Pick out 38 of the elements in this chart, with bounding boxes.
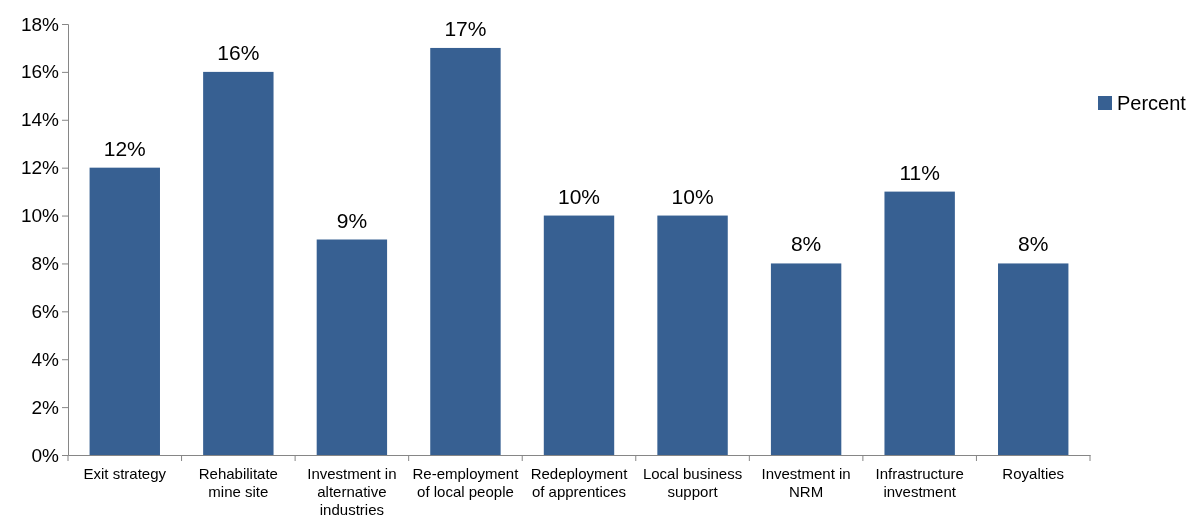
- bar: [543, 215, 615, 455]
- legend-label: Percent: [1117, 92, 1187, 114]
- bar: [770, 263, 842, 455]
- bar: [884, 191, 955, 455]
- data-label: 11%: [899, 160, 940, 184]
- data-label: 17%: [444, 16, 487, 40]
- data-label: 10%: [671, 184, 714, 208]
- x-tick-label: Royalties: [1002, 465, 1065, 482]
- bar: [89, 167, 160, 455]
- data-label: 16%: [217, 40, 260, 64]
- x-tick-label: Local business support: [642, 465, 743, 500]
- bar: [203, 71, 274, 455]
- data-label: 8%: [1018, 232, 1049, 256]
- x-tick-label: Rehabilitate mine site: [198, 465, 278, 500]
- bar: [430, 47, 501, 455]
- x-tick-label: Infrastructure investment: [875, 465, 964, 500]
- x-tick-label: Redeployment of apprentices: [530, 465, 629, 500]
- y-tick-label: 12%: [20, 157, 60, 179]
- x-tick-label: Re-employment of local people: [412, 465, 520, 500]
- bar: [316, 239, 388, 455]
- y-tick-label: 16%: [20, 61, 60, 83]
- x-tick-label: Investment in NRM: [761, 465, 851, 500]
- y-tick-label: 6%: [31, 300, 60, 322]
- x-tick-label: Exit strategy: [83, 465, 167, 482]
- y-tick-label: 14%: [20, 109, 60, 131]
- y-tick-label: 0%: [31, 444, 60, 466]
- x-tick-label: Investment in alternative industries: [307, 465, 397, 518]
- data-label: 9%: [336, 208, 368, 232]
- data-label: 12%: [103, 136, 146, 160]
- data-label: 8%: [790, 232, 822, 256]
- y-tick-label: 8%: [31, 253, 60, 275]
- y-tick-label: 18%: [20, 13, 60, 35]
- y-tick-label: 2%: [31, 396, 60, 418]
- bar: [998, 263, 1069, 455]
- y-tick-label: 10%: [20, 205, 60, 227]
- bar: [657, 215, 728, 455]
- y-tick-label: 4%: [31, 348, 60, 370]
- data-label: 10%: [557, 184, 601, 208]
